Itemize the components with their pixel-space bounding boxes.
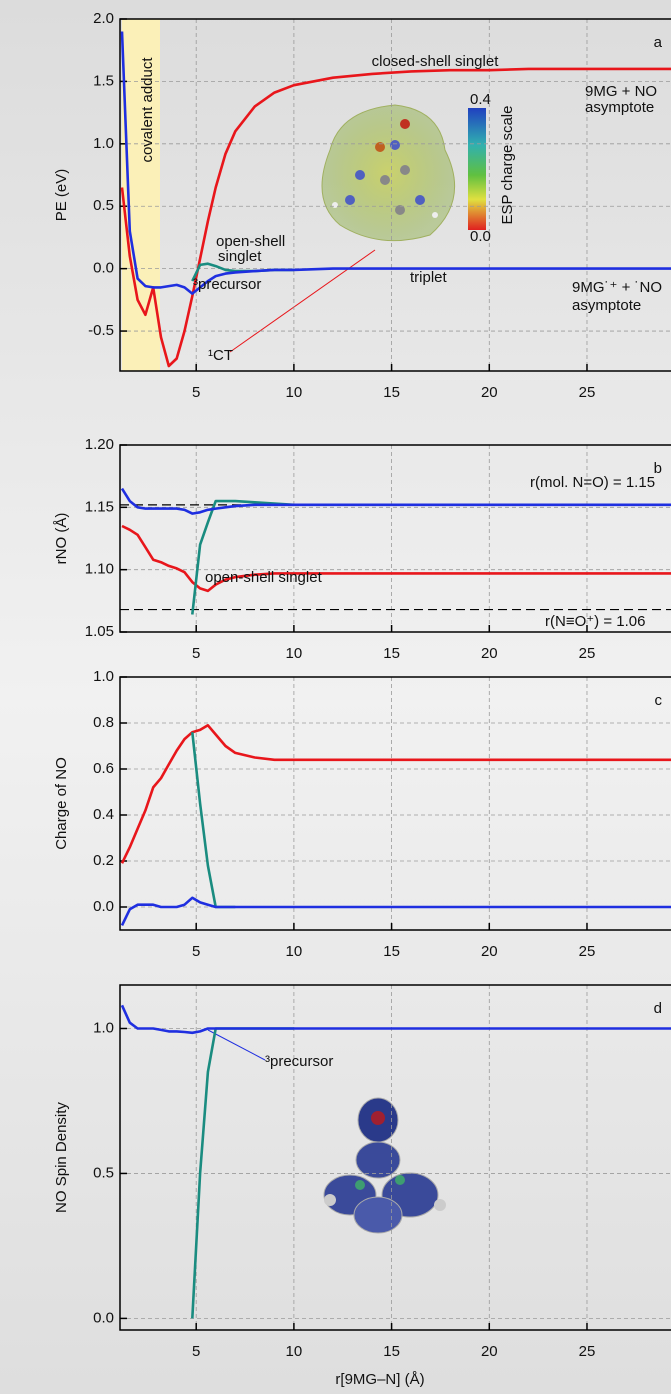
x-tick-label: 15	[383, 943, 400, 960]
annotation: 0.0	[470, 228, 491, 245]
x-tick-label: 20	[481, 1343, 498, 1360]
y-tick-label: 0.4	[93, 806, 114, 823]
y-axis-title: NO Spin Density	[53, 1102, 70, 1213]
y-tick-label: 0.8	[93, 714, 114, 731]
y-tick-label: -0.5	[88, 322, 114, 339]
x-axis-title: r[9MG–N] (Å)	[335, 1371, 424, 1388]
annotation: covalent adduct	[139, 57, 156, 163]
annotation: open-shell singlet	[205, 569, 323, 586]
annotation: singlet	[218, 248, 262, 265]
page: 2.0 1.5 1.0 0.5 0.0 -0.5 5 10 15 20 25 a PE (eV) cova…	[0, 0, 671, 1394]
x-tick-label: 25	[579, 645, 596, 662]
x-tick-label: 5	[192, 645, 200, 662]
x-tick-label: 25	[579, 943, 596, 960]
x-tick-label: 15	[383, 384, 400, 401]
annotation: 0.4	[470, 91, 491, 108]
annotation: triplet	[410, 269, 448, 286]
y-tick-label: 0.5	[93, 197, 114, 214]
panel-label: a	[654, 34, 663, 51]
annotation: ¹CT	[208, 347, 233, 364]
y-tick-label: 1.15	[85, 498, 114, 515]
y-tick-label: 1.05	[85, 623, 114, 640]
annotation: ³precursor	[193, 276, 261, 293]
y-tick-label: 0.2	[93, 852, 114, 869]
x-tick-label: 10	[286, 943, 303, 960]
x-tick-label: 10	[286, 384, 303, 401]
y-tick-label: 0.0	[93, 1309, 114, 1326]
annotation: asymptote	[585, 99, 654, 116]
y-axis-title: Charge of NO	[53, 757, 70, 850]
annotation: ³precursor	[265, 1053, 333, 1070]
x-tick-label: 15	[383, 645, 400, 662]
annotation: ESP charge scale	[499, 106, 516, 225]
annotation: r(mol. N=O) = 1.15	[530, 474, 655, 491]
y-tick-label: 1.0	[93, 1019, 114, 1036]
figure: 2.0 1.5 1.0 0.5 0.0 -0.5 5 10 15 20 25 a PE (eV) cova…	[0, 0, 671, 1394]
x-tick-label: 10	[286, 645, 303, 662]
y-tick-label: 0.0	[93, 898, 114, 915]
annotation: 9MG˙⁺ + ˙NO	[572, 279, 662, 296]
x-tick-label: 20	[481, 384, 498, 401]
x-tick-label: 25	[579, 1343, 596, 1360]
x-tick-label: 5	[192, 384, 200, 401]
annotation: 9MG + NO	[585, 83, 657, 100]
x-tick-label: 20	[481, 645, 498, 662]
annotation: closed-shell singlet	[372, 53, 500, 70]
panel-label: d	[654, 1000, 662, 1017]
x-tick-label: 10	[286, 1343, 303, 1360]
x-tick-label: 15	[383, 1343, 400, 1360]
x-tick-label: 5	[192, 1343, 200, 1360]
annotation: r(N≡O⁺) = 1.06	[545, 613, 645, 630]
y-tick-label: 0.6	[93, 760, 114, 777]
y-tick-label: 2.0	[93, 10, 114, 27]
y-tick-label: 1.20	[85, 436, 114, 453]
y-axis-title: PE (eV)	[53, 169, 70, 222]
y-tick-label: 1.10	[85, 561, 114, 578]
y-tick-label: 1.0	[93, 135, 114, 152]
x-tick-label: 25	[579, 384, 596, 401]
x-tick-label: 5	[192, 943, 200, 960]
panel-label: c	[655, 692, 663, 709]
y-tick-label: 0.0	[93, 260, 114, 277]
y-tick-label: 1.0	[93, 668, 114, 685]
annotation: asymptote	[572, 297, 641, 314]
x-tick-label: 20	[481, 943, 498, 960]
y-tick-label: 0.5	[93, 1164, 114, 1181]
y-tick-label: 1.5	[93, 72, 114, 89]
y-axis-title: rNO (Å)	[53, 513, 70, 565]
